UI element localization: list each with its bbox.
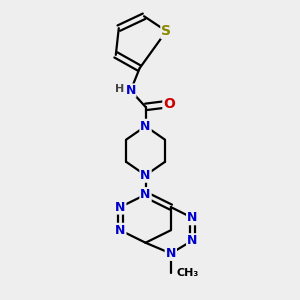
Text: H: H <box>115 84 124 94</box>
Text: O: O <box>164 97 175 111</box>
Text: S: S <box>161 24 171 38</box>
Text: N: N <box>115 224 125 237</box>
Text: N: N <box>140 169 151 182</box>
Text: N: N <box>125 84 136 97</box>
Text: N: N <box>140 188 151 201</box>
Text: N: N <box>166 247 176 260</box>
Text: N: N <box>140 120 151 133</box>
Text: N: N <box>187 211 197 224</box>
Text: N: N <box>115 201 125 214</box>
Text: CH₃: CH₃ <box>177 268 199 278</box>
Text: N: N <box>187 234 197 247</box>
